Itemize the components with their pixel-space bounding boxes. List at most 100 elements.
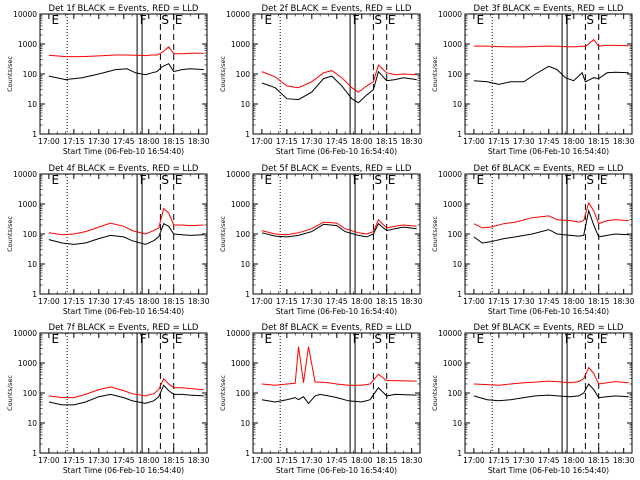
x-axis-label: Start Time (06-Feb-10 16:54:40) <box>276 466 397 475</box>
plot-frame <box>39 13 208 135</box>
x-tick-label: 17:30 <box>513 297 535 306</box>
marker-label: E <box>600 173 608 187</box>
events-series-line <box>473 208 629 244</box>
y-tick-label: 1000 <box>18 200 37 209</box>
marker-label: F <box>353 13 360 27</box>
x-tick-label: 18:30 <box>188 456 210 465</box>
y-tick-label: 1000 <box>231 40 250 49</box>
y-tick-label: 100 <box>236 70 251 79</box>
plot-frame <box>464 173 633 295</box>
y-axis-label: Counts/sec <box>6 375 14 411</box>
y-tick-label: 1000 <box>443 200 462 209</box>
lld-series-line <box>473 366 629 386</box>
lld-series-line <box>473 201 629 229</box>
x-tick-label: 18:00 <box>563 297 585 306</box>
x-axis-label: Start Time (06-Feb-10 16:54:40) <box>63 466 184 475</box>
marker-label: F <box>565 173 572 187</box>
y-tick-label: 10 <box>452 100 462 109</box>
marker-label: F <box>353 332 360 346</box>
x-tick-label: 18:15 <box>376 456 398 465</box>
x-tick-label: 18:30 <box>401 137 423 146</box>
x-tick-label: 17:45 <box>113 456 135 465</box>
y-tick-label: 10000 <box>438 329 462 338</box>
x-tick-label: 18:15 <box>588 297 610 306</box>
x-tick-label: 18:00 <box>563 456 585 465</box>
x-axis-label: Start Time (06-Feb-10 16:54:40) <box>63 307 184 316</box>
panel-1: Det 1f BLACK = Events, RED = LLD 1 10 100 10… <box>6 4 210 156</box>
x-tick-label: 18:30 <box>613 137 635 146</box>
x-tick-label: 17:00 <box>38 297 60 306</box>
x-tick-label: 18:30 <box>188 297 210 306</box>
panel-title: Det 3f BLACK = Events, RED = LLD <box>474 4 624 14</box>
x-tick-label: 17:15 <box>63 137 85 146</box>
y-tick-label: 100 <box>236 389 251 398</box>
lld-series-line <box>48 377 204 399</box>
x-tick-label: 17:30 <box>301 297 323 306</box>
y-tick-label: 100 <box>448 389 463 398</box>
lld-series-line <box>48 46 204 58</box>
x-tick-label: 17:45 <box>113 297 135 306</box>
y-tick-label: 100 <box>448 70 463 79</box>
lld-series-line <box>261 346 417 386</box>
panel-title: Det 6f BLACK = Events, RED = LLD <box>474 164 624 174</box>
x-tick-label: 18:15 <box>163 456 185 465</box>
marker-label: E <box>265 173 273 187</box>
marker-label: S <box>374 13 382 27</box>
y-axis-label: Counts/sec <box>219 56 227 92</box>
x-tick-label: 18:30 <box>401 456 423 465</box>
lld-series-line <box>48 207 204 236</box>
marker-label: S <box>161 173 169 187</box>
y-tick-label: 1000 <box>18 40 37 49</box>
x-tick-label: 18:15 <box>376 137 398 146</box>
panel-7: Det 7f BLACK = Events, RED = LLD 1 10 100 10… <box>6 323 210 475</box>
marker-label: E <box>388 173 396 187</box>
panel-title: Det 7f BLACK = Events, RED = LLD <box>49 323 199 333</box>
y-tick-label: 10 <box>240 419 250 428</box>
y-tick-label: 10 <box>27 419 37 428</box>
y-tick-label: 1 <box>32 449 37 458</box>
y-tick-label: 1000 <box>231 359 250 368</box>
marker-label: E <box>265 13 273 27</box>
lld-series-line <box>261 218 417 236</box>
y-axis-label: Counts/sec <box>431 56 439 92</box>
events-series-line <box>261 222 417 238</box>
x-tick-label: 18:30 <box>188 137 210 146</box>
x-tick-label: 17:45 <box>326 456 348 465</box>
marker-label: E <box>388 13 396 27</box>
x-tick-label: 18:00 <box>138 137 160 146</box>
x-tick-label: 17:15 <box>276 137 298 146</box>
x-tick-label: 17:00 <box>463 137 485 146</box>
y-tick-label: 10 <box>27 100 37 109</box>
x-tick-label: 18:15 <box>163 297 185 306</box>
marker-label: E <box>175 332 183 346</box>
events-series-line <box>261 386 417 405</box>
panel-title: Det 2f BLACK = Events, RED = LLD <box>262 4 412 14</box>
x-tick-label: 18:00 <box>138 456 160 465</box>
y-tick-label: 1000 <box>443 359 462 368</box>
lld-series-line <box>473 38 629 48</box>
x-tick-label: 17:45 <box>113 137 135 146</box>
x-tick-label: 17:00 <box>251 137 273 146</box>
y-tick-label: 1 <box>245 449 250 458</box>
panel-9: Det 9f BLACK = Events, RED = LLD 1 10 100 10… <box>431 323 635 475</box>
events-series-line <box>261 70 417 104</box>
plot-frame <box>39 332 208 454</box>
marker-label: F <box>353 173 360 187</box>
y-axis-label: Counts/sec <box>6 216 14 252</box>
panel-4: Det 4f BLACK = Events, RED = LLD 1 10 100 10… <box>6 164 210 316</box>
y-tick-label: 1000 <box>18 359 37 368</box>
x-tick-label: 17:30 <box>513 137 535 146</box>
y-axis-label: Counts/sec <box>431 375 439 411</box>
y-tick-label: 10 <box>240 100 250 109</box>
panel-title: Det 8f BLACK = Events, RED = LLD <box>262 323 412 333</box>
marker-label: E <box>477 173 485 187</box>
panel-title: Det 9f BLACK = Events, RED = LLD <box>474 323 624 333</box>
x-tick-label: 17:15 <box>488 456 510 465</box>
y-tick-label: 1000 <box>443 40 462 49</box>
marker-label: E <box>52 13 60 27</box>
panel-6: Det 6f BLACK = Events, RED = LLD 1 10 100 10… <box>431 164 635 316</box>
y-tick-label: 1000 <box>231 200 250 209</box>
y-tick-label: 1 <box>457 290 462 299</box>
x-tick-label: 18:00 <box>351 137 373 146</box>
